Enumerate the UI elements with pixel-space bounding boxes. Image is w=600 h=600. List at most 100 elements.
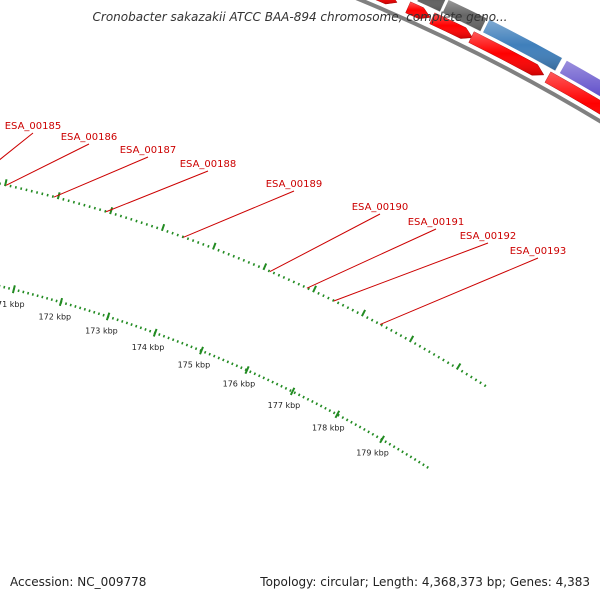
inner-tick [79, 306, 82, 310]
inner-tick [102, 313, 105, 317]
inner-tick [354, 423, 358, 427]
inner-tick [413, 458, 417, 461]
feature-shade [442, 0, 488, 32]
outer-tick [237, 256, 241, 260]
inner-tick [337, 413, 340, 417]
outer-tick [277, 273, 281, 277]
inner-tick [384, 440, 387, 444]
outer-tick [442, 358, 445, 362]
outer-tick [479, 381, 482, 385]
outer-tick [186, 237, 190, 241]
outer-tick [408, 335, 415, 343]
outer-tick [483, 384, 487, 388]
outer-tick [222, 250, 225, 254]
inner-tick [417, 460, 421, 464]
major-tick [244, 365, 250, 375]
gene-label[interactable]: ESA_00187 [120, 145, 177, 156]
outer-tick [423, 347, 426, 351]
major-tick [58, 297, 64, 307]
outer-tick [160, 223, 166, 232]
feature-shade [416, 0, 446, 13]
inner-tick [125, 321, 129, 325]
outer-tick [257, 265, 261, 269]
accession-info: Accession: NC_009778 [10, 575, 146, 589]
inner-tick [135, 324, 138, 328]
outer-tick [292, 280, 296, 284]
inner-tick [208, 352, 211, 356]
outer-tick [98, 208, 102, 212]
inner-tick [367, 430, 370, 434]
inner-tick [203, 350, 207, 354]
inner-tick [426, 465, 429, 469]
outer-tick [242, 258, 246, 262]
accession-value: NC_009778 [77, 575, 147, 589]
gene-label[interactable]: ESA_00191 [408, 217, 465, 228]
scale-label: 179 kbp [356, 448, 389, 457]
inner-tick [171, 338, 175, 342]
inner-tick [371, 432, 375, 436]
outer-tick [465, 372, 469, 376]
label-leader [269, 213, 381, 273]
outer-tick [437, 355, 441, 359]
gene-label[interactable]: ESA_00193 [510, 246, 567, 257]
inner-tick [83, 307, 86, 311]
outer-tick [191, 239, 195, 243]
cds-arrow-shade [544, 71, 600, 115]
inner-tick [306, 397, 310, 401]
scale-label: 175 kbp [178, 360, 211, 369]
outer-tick [130, 217, 133, 221]
inner-tick [190, 345, 193, 349]
outer-tick [119, 214, 123, 218]
gene-label[interactable]: ESA_00186 [61, 132, 118, 143]
major-tick [289, 387, 296, 396]
scale-label: 177 kbp [268, 401, 301, 410]
inner-tick [17, 289, 20, 293]
outer-tick [78, 202, 81, 206]
gene-label[interactable]: ESA_00185 [5, 121, 62, 132]
inner-tick [280, 384, 283, 388]
inner-tick [324, 406, 327, 410]
major-tick [152, 328, 158, 337]
inner-tick [167, 336, 170, 340]
outer-tick [380, 323, 384, 327]
inner-tick [319, 404, 323, 408]
inner-tick [22, 290, 25, 294]
scale-label: 171 kbp [0, 300, 25, 309]
label-leader [53, 156, 149, 198]
scale-label: 178 kbp [312, 424, 345, 433]
outer-tick [212, 242, 217, 250]
gene-label[interactable]: ESA_00189 [266, 179, 323, 190]
inner-tick [328, 409, 332, 413]
gene-label[interactable]: ESA_00190 [352, 202, 409, 213]
gene-label[interactable]: ESA_00188 [180, 159, 237, 170]
topology-label: Topology: [260, 575, 317, 589]
outer-tick [104, 209, 107, 213]
feature-track [416, 0, 600, 98]
outer-tick [460, 369, 464, 373]
major-tick [11, 285, 16, 294]
inner-tick [258, 374, 261, 378]
inner-tick [74, 305, 77, 308]
cds-arrow-shade [405, 1, 431, 19]
inner-tick [363, 427, 366, 431]
inner-tick [97, 312, 101, 316]
outer-tick [351, 308, 355, 312]
major-tick [105, 312, 111, 321]
inner-tick [271, 380, 274, 384]
outer-tick [176, 233, 179, 237]
outer-tick [51, 195, 54, 198]
topology-value: circular [320, 575, 365, 589]
outer-tick [35, 191, 39, 194]
inner-tick [36, 294, 39, 298]
outer-tick [46, 193, 49, 197]
outer-tick [312, 285, 317, 293]
inner-tick [249, 370, 252, 374]
inner-tick [244, 368, 248, 372]
label-leader [183, 190, 295, 238]
gene-label[interactable]: ESA_00192 [460, 231, 517, 242]
inner-tick [422, 463, 425, 467]
outer-tick [404, 336, 407, 340]
outer-tick [446, 361, 450, 365]
outer-tick [72, 200, 76, 204]
